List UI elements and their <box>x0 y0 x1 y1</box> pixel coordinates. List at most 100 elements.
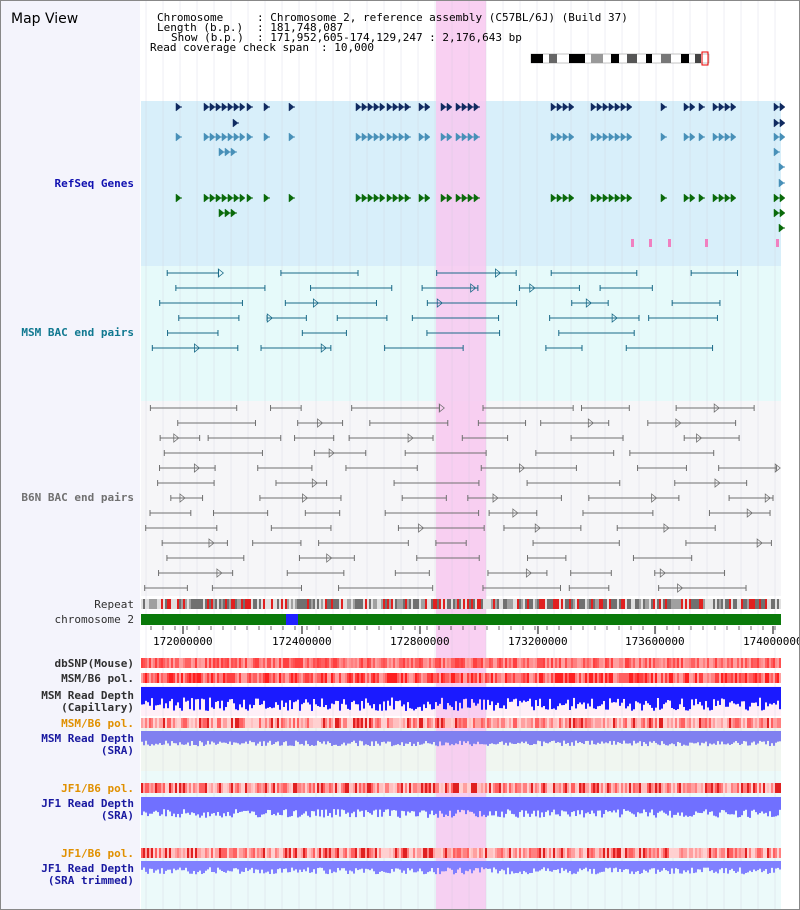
depth-bar <box>357 861 359 871</box>
heat-cell <box>147 658 149 668</box>
repeat-segment <box>643 599 645 609</box>
heat-cell <box>457 718 459 728</box>
repeat-segment <box>189 599 191 609</box>
depth-bar <box>173 797 175 814</box>
heat-cell <box>321 848 323 858</box>
depth-bar <box>679 861 681 874</box>
depth-bar <box>639 797 641 814</box>
heat-cell <box>551 673 553 683</box>
heat-cell <box>209 658 211 668</box>
track-label-jf1-b6-pol-2[interactable]: JF1/B6 pol. <box>61 847 134 860</box>
heat-cell <box>421 658 423 668</box>
heat-cell <box>141 848 143 858</box>
heat-cell <box>205 673 207 683</box>
repeat-segment <box>407 599 409 609</box>
depth-bar <box>231 797 233 818</box>
track-label-msm-b6-pol-2[interactable]: MSM/B6 pol. <box>61 717 134 730</box>
heat-cell <box>567 848 569 858</box>
track-label-msm-depth-sra[interactable]: MSM Read Depth <box>41 732 134 745</box>
depth-bar <box>333 687 335 705</box>
heat-cell <box>607 718 609 728</box>
gene-exon <box>386 193 393 203</box>
depth-bar <box>329 687 331 709</box>
heat-cell <box>159 783 161 793</box>
heat-cell <box>469 658 471 668</box>
depth-bar <box>723 731 725 745</box>
track-label-jf1-depth-sra[interactable]: JF1 Read Depth <box>41 797 134 810</box>
heat-cell <box>663 848 665 858</box>
depth-bar <box>389 797 391 816</box>
depth-bar <box>689 861 691 874</box>
heat-cell <box>669 658 671 668</box>
heat-cell <box>611 848 613 858</box>
track-label-refseq[interactable]: RefSeq Genes <box>54 177 134 190</box>
chromosome-gap <box>286 614 298 625</box>
depth-bar <box>565 797 567 812</box>
heat-cell <box>715 783 717 793</box>
depth-bar <box>659 687 661 710</box>
heat-cell <box>639 848 641 858</box>
heat-cell <box>447 783 449 793</box>
depth-bar <box>231 731 233 745</box>
depth-bar <box>345 687 347 705</box>
gene-exon <box>203 132 210 142</box>
heat-cell <box>721 848 723 858</box>
repeat-segment <box>277 599 279 609</box>
heat-cell <box>519 658 521 668</box>
depth-bar <box>409 861 411 871</box>
depth-bar <box>485 731 487 745</box>
heat-cell <box>617 848 619 858</box>
heat-cell <box>147 783 149 793</box>
depth-bar <box>519 731 521 744</box>
heat-cell <box>371 783 373 793</box>
track-label-dbsnp[interactable]: dbSNP(Mouse) <box>54 657 134 670</box>
depth-bar <box>495 861 497 870</box>
heat-cell <box>509 718 511 728</box>
track-label-b6n-bac[interactable]: B6N BAC end pairs <box>21 491 134 504</box>
depth-bar <box>253 797 255 812</box>
heat-cell <box>633 673 635 683</box>
bac-end-arrow <box>495 268 502 278</box>
heat-cell <box>351 718 353 728</box>
track-label-msm-b6-pol[interactable]: MSM/B6 pol. <box>61 672 134 685</box>
track-label-jf1-depth-trimmed[interactable]: JF1 Read Depth <box>41 862 134 875</box>
heat-cell <box>249 673 251 683</box>
heat-cell <box>775 848 777 858</box>
heat-cell <box>499 673 501 683</box>
heat-cell <box>487 848 489 858</box>
depth-bar <box>441 687 443 698</box>
depth-bar <box>529 861 531 874</box>
gene-exon <box>418 102 425 112</box>
depth-bar <box>231 861 233 872</box>
track-label-chromosome[interactable]: chromosome 2 <box>54 613 134 626</box>
depth-bar <box>723 861 725 874</box>
repeat-segment <box>247 599 249 609</box>
heat-cell <box>571 848 573 858</box>
heat-cell <box>693 673 695 683</box>
depth-bar <box>611 861 613 873</box>
depth-bar <box>467 797 469 811</box>
gene-exon <box>562 193 569 203</box>
depth-bar <box>523 731 525 744</box>
heat-cell <box>465 783 467 793</box>
track-label-msm-bac[interactable]: MSM BAC end pairs <box>21 326 134 339</box>
track-label-repeat[interactable]: Repeat <box>94 598 134 611</box>
depth-bar <box>713 731 715 744</box>
gene-exon <box>239 193 246 203</box>
repeat-segment <box>401 599 403 609</box>
track-label-msm-depth-capillary[interactable]: MSM Read Depth <box>41 689 134 702</box>
heat-cell <box>505 718 507 728</box>
heat-cell <box>755 848 757 858</box>
gene-exon <box>473 132 480 142</box>
depth-bar <box>533 861 535 869</box>
depth-bar <box>761 687 763 711</box>
heat-cell <box>285 718 287 728</box>
repeat-segment <box>329 599 331 609</box>
depth-bar <box>727 861 729 874</box>
track-label-jf1-b6-pol[interactable]: JF1/B6 pol. <box>61 782 134 795</box>
depth-bar <box>451 861 453 870</box>
depth-bar <box>565 687 567 704</box>
depth-bar <box>173 731 175 744</box>
depth-bar <box>205 861 207 871</box>
heat-cell <box>213 718 215 728</box>
